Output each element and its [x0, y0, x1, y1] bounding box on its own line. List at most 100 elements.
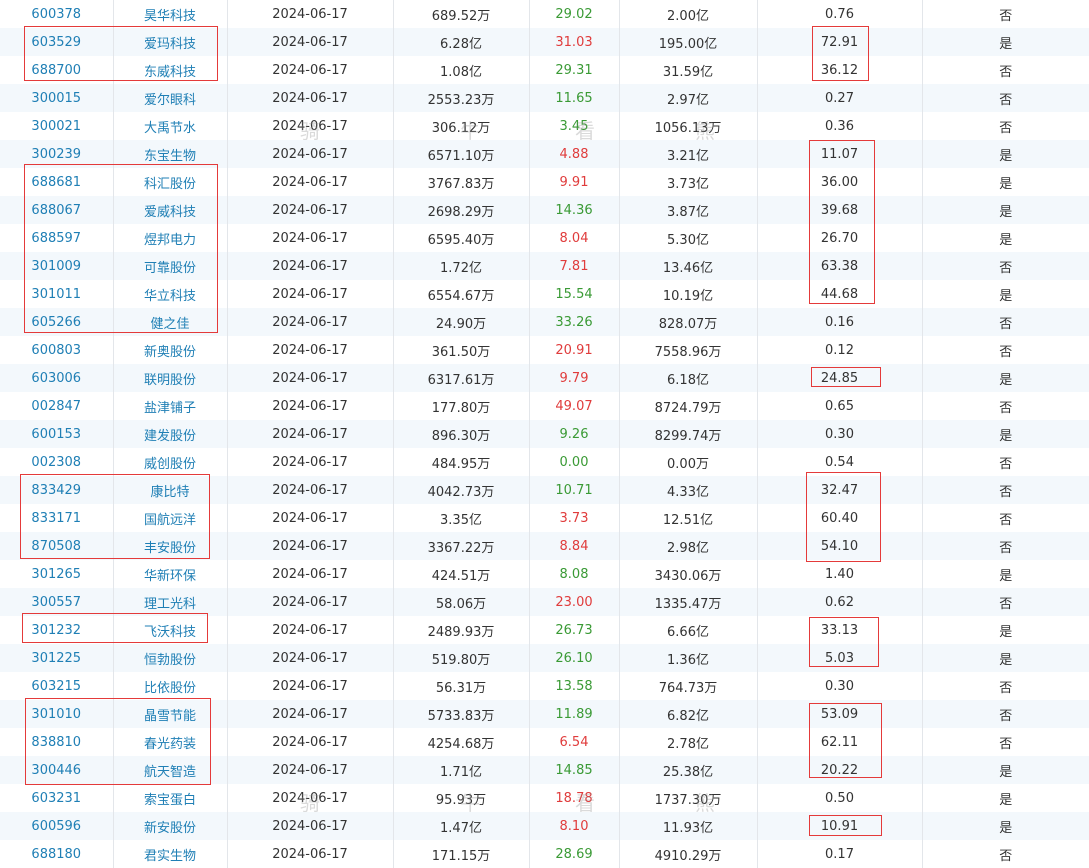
stock-name-link[interactable]: 建发股份	[113, 420, 228, 448]
stock-name-link[interactable]: 君实生物	[113, 840, 228, 868]
stock-code-link[interactable]: 300557	[0, 588, 114, 616]
stock-code-link[interactable]: 833429	[0, 476, 114, 504]
stock-name-link[interactable]: 大禹节水	[113, 112, 228, 140]
stock-name-link[interactable]: 春光药装	[113, 728, 228, 756]
ratio-cell: 26.70	[757, 224, 923, 252]
stock-name-link[interactable]: 爱威科技	[113, 196, 228, 224]
stock-name-link[interactable]: 丰安股份	[113, 532, 228, 560]
stock-code-link[interactable]: 301232	[0, 616, 114, 644]
flag-cell: 是	[922, 280, 1089, 308]
stock-name-link[interactable]: 晶雪节能	[113, 700, 228, 728]
stock-code-link[interactable]: 603215	[0, 672, 114, 700]
stock-code-link[interactable]: 002308	[0, 448, 114, 476]
cap-cell: 4.33亿	[619, 476, 758, 504]
stock-name-link[interactable]: 可靠股份	[113, 252, 228, 280]
date-cell: 2024-06-17	[227, 224, 394, 252]
amount-cell: 5733.83万	[393, 700, 530, 728]
stock-code-link[interactable]: 301225	[0, 644, 114, 672]
date-cell: 2024-06-17	[227, 0, 394, 28]
stock-code-link[interactable]: 300021	[0, 112, 114, 140]
table-row: 833429 康比特 2024-06-17 4042.73万 10.71 4.33亿 32.…	[0, 476, 1089, 504]
stock-code-link[interactable]: 300446	[0, 756, 114, 784]
stock-code-link[interactable]: 301011	[0, 280, 114, 308]
stock-name-link[interactable]: 理工光科	[113, 588, 228, 616]
stock-name-link[interactable]: 盐津铺子	[113, 392, 228, 420]
stock-code-link[interactable]: 300239	[0, 140, 114, 168]
amount-cell: 6554.67万	[393, 280, 530, 308]
cap-cell: 13.46亿	[619, 252, 758, 280]
stock-name-link[interactable]: 东威科技	[113, 56, 228, 84]
percent-cell: 10.71	[529, 476, 620, 504]
stock-code-link[interactable]: 301265	[0, 560, 114, 588]
stock-code-link[interactable]: 600596	[0, 812, 114, 840]
stock-name-link[interactable]: 科汇股份	[113, 168, 228, 196]
ratio-cell: 24.85	[757, 364, 923, 392]
stock-code-link[interactable]: 870508	[0, 532, 114, 560]
percent-cell: 29.02	[529, 0, 620, 28]
stock-name-link[interactable]: 健之佳	[113, 308, 228, 336]
stock-code-link[interactable]: 301010	[0, 700, 114, 728]
amount-cell: 2553.23万	[393, 84, 530, 112]
stock-code-link[interactable]: 605266	[0, 308, 114, 336]
stock-code-link[interactable]: 300015	[0, 84, 114, 112]
flag-cell: 是	[922, 644, 1089, 672]
ratio-cell: 36.12	[757, 56, 923, 84]
percent-cell: 9.91	[529, 168, 620, 196]
stock-name-link[interactable]: 煜邦电力	[113, 224, 228, 252]
percent-cell: 26.73	[529, 616, 620, 644]
flag-cell: 否	[922, 728, 1089, 756]
flag-cell: 否	[922, 84, 1089, 112]
stock-code-link[interactable]: 600803	[0, 336, 114, 364]
amount-cell: 896.30万	[393, 420, 530, 448]
stock-code-link[interactable]: 688180	[0, 840, 114, 868]
stock-name-link[interactable]: 联明股份	[113, 364, 228, 392]
stock-code-link[interactable]: 833171	[0, 504, 114, 532]
stock-name-link[interactable]: 索宝蛋白	[113, 784, 228, 812]
stock-name-link[interactable]: 华立科技	[113, 280, 228, 308]
amount-cell: 306.12万	[393, 112, 530, 140]
percent-cell: 49.07	[529, 392, 620, 420]
stock-code-link[interactable]: 600378	[0, 0, 114, 28]
table-row: 603006 联明股份 2024-06-17 6317.61万 9.79 6.18亿 24.…	[0, 364, 1089, 392]
stock-name-link[interactable]: 比依股份	[113, 672, 228, 700]
stock-code-link[interactable]: 603529	[0, 28, 114, 56]
stock-code-link[interactable]: 688700	[0, 56, 114, 84]
ratio-cell: 0.62	[757, 588, 923, 616]
stock-name-link[interactable]: 飞沃科技	[113, 616, 228, 644]
stock-name-link[interactable]: 国航远洋	[113, 504, 228, 532]
cap-cell: 5.30亿	[619, 224, 758, 252]
cap-cell: 3.21亿	[619, 140, 758, 168]
flag-cell: 否	[922, 392, 1089, 420]
stock-code-link[interactable]: 603006	[0, 364, 114, 392]
stock-code-link[interactable]: 688597	[0, 224, 114, 252]
stock-name-link[interactable]: 威创股份	[113, 448, 228, 476]
table-row: 301009 可靠股份 2024-06-17 1.72亿 7.81 13.46亿 63.38…	[0, 252, 1089, 280]
stock-name-link[interactable]: 华新环保	[113, 560, 228, 588]
stock-code-link[interactable]: 603231	[0, 784, 114, 812]
stock-code-link[interactable]: 301009	[0, 252, 114, 280]
stock-name-link[interactable]: 昊华科技	[113, 0, 228, 28]
stock-code-link[interactable]: 838810	[0, 728, 114, 756]
ratio-cell: 0.50	[757, 784, 923, 812]
amount-cell: 689.52万	[393, 0, 530, 28]
table-row: 600803 新奥股份 2024-06-17 361.50万 20.91 7558.96万…	[0, 336, 1089, 364]
stock-code-link[interactable]: 688067	[0, 196, 114, 224]
ratio-cell: 33.13	[757, 616, 923, 644]
stock-name-link[interactable]: 东宝生物	[113, 140, 228, 168]
stock-code-link[interactable]: 002847	[0, 392, 114, 420]
date-cell: 2024-06-17	[227, 532, 394, 560]
stock-name-link[interactable]: 爱尔眼科	[113, 84, 228, 112]
stock-name-link[interactable]: 航天智造	[113, 756, 228, 784]
stock-code-link[interactable]: 600153	[0, 420, 114, 448]
ratio-cell: 0.65	[757, 392, 923, 420]
table-row: 300446 航天智造 2024-06-17 1.71亿 14.85 25.38亿 20.2…	[0, 756, 1089, 784]
stock-code-link[interactable]: 688681	[0, 168, 114, 196]
percent-cell: 7.81	[529, 252, 620, 280]
stock-name-link[interactable]: 新奥股份	[113, 336, 228, 364]
stock-name-link[interactable]: 新安股份	[113, 812, 228, 840]
stock-name-link[interactable]: 恒勃股份	[113, 644, 228, 672]
flag-cell: 否	[922, 56, 1089, 84]
flag-cell: 否	[922, 336, 1089, 364]
stock-name-link[interactable]: 爱玛科技	[113, 28, 228, 56]
stock-name-link[interactable]: 康比特	[113, 476, 228, 504]
